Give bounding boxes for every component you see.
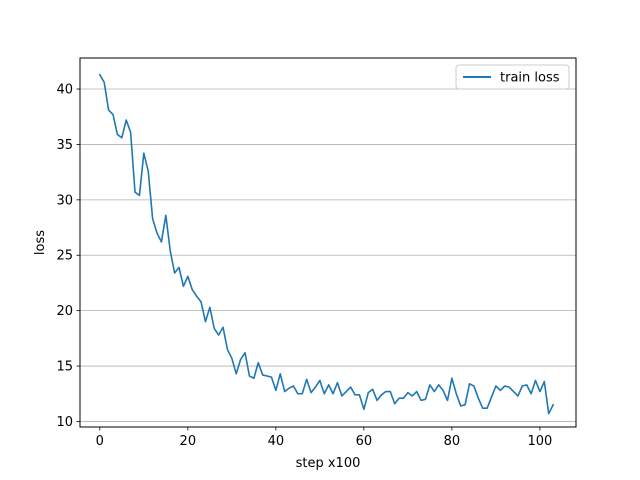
x-tick-label: 40 xyxy=(268,434,285,449)
x-tick-label: 80 xyxy=(444,434,461,449)
y-tick-label: 10 xyxy=(56,415,73,430)
y-tick-label: 15 xyxy=(56,360,73,375)
y-tick-label: 40 xyxy=(56,83,73,98)
plot-background xyxy=(80,58,576,427)
y-axis-label: loss xyxy=(33,230,48,255)
x-tick-label: 20 xyxy=(180,434,197,449)
y-tick-label: 25 xyxy=(56,249,73,264)
legend-box xyxy=(455,64,570,90)
y-tick-label: 30 xyxy=(56,193,73,208)
series-layer xyxy=(98,73,555,415)
train-loss-line xyxy=(98,73,555,415)
legend: train loss xyxy=(455,64,570,90)
x-tick-label: 100 xyxy=(527,434,552,449)
x-tick-label: 0 xyxy=(96,434,104,449)
x-axis-ticks: 0 20 40 60 80 100 xyxy=(96,427,552,449)
x-axis-label: step x100 xyxy=(296,456,361,471)
plot-frame xyxy=(79,57,577,428)
x-tick-label: 60 xyxy=(356,434,373,449)
y-tick-label: 20 xyxy=(56,304,73,319)
y-tick-label: 35 xyxy=(56,138,73,153)
y-axis-ticks: 10 15 20 25 30 35 40 xyxy=(56,83,80,430)
legend-label: train loss xyxy=(500,71,560,86)
